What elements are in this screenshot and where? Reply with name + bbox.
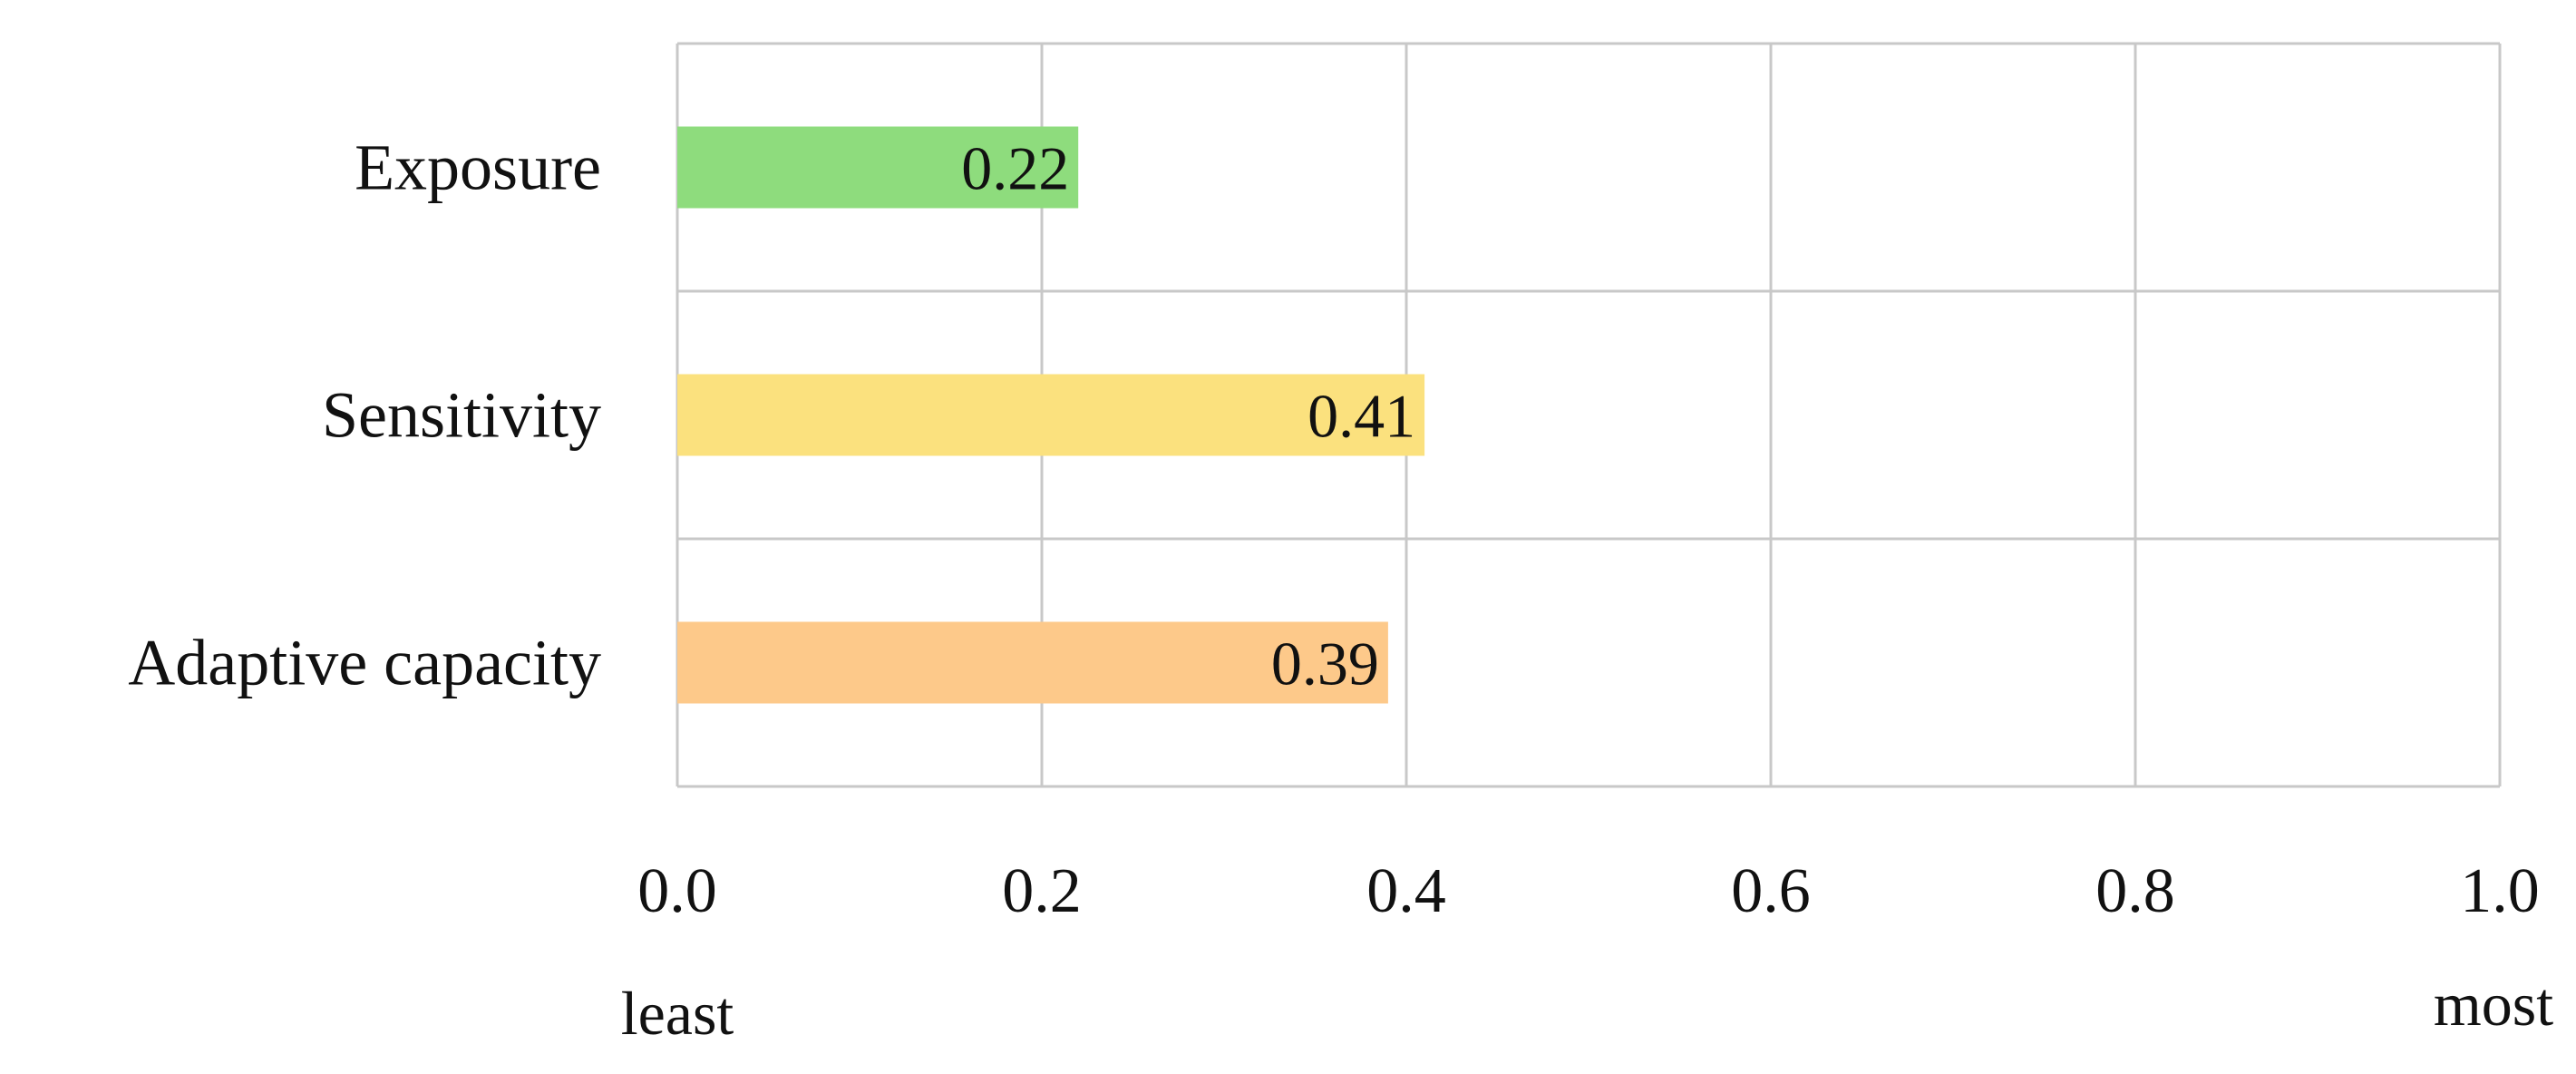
- bars: [677, 126, 1425, 704]
- value-label-2: 0.39: [1271, 630, 1379, 698]
- x-tick-label-5: 1.0: [2460, 856, 2540, 926]
- x-tick-label-0: 0.0: [637, 856, 717, 926]
- bar-2: [677, 621, 1388, 704]
- category-label-2: Adaptive capacity: [128, 627, 601, 699]
- scale-low-label: least: [621, 979, 734, 1048]
- x-tick-label-4: 0.8: [2095, 856, 2175, 926]
- labels: least most 0.22 Exposure 0.41 Sensitivity 0.…: [128, 132, 2553, 1049]
- value-label-0: 0.22: [961, 134, 1069, 203]
- bar-1: [677, 374, 1425, 456]
- x-tick-label-2: 0.4: [1366, 856, 1446, 926]
- category-label-1: Sensitivity: [322, 379, 601, 452]
- value-label-1: 0.41: [1307, 382, 1415, 451]
- x-tick-label-3: 0.6: [1731, 856, 1811, 926]
- bar-0: [677, 126, 1079, 209]
- scale-high-label: most: [2434, 970, 2553, 1039]
- x-tick-label-1: 0.2: [1002, 856, 1082, 926]
- grid: [676, 42, 2502, 788]
- category-label-0: Exposure: [355, 132, 601, 204]
